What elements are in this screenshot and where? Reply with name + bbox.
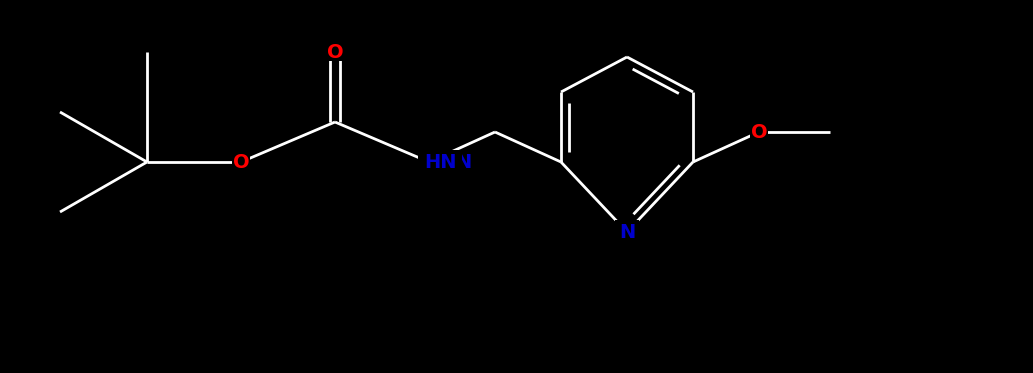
Text: O: O — [232, 153, 249, 172]
Bar — [750, 123, 768, 141]
Text: N: N — [619, 223, 635, 241]
Bar — [232, 153, 250, 171]
Text: O: O — [326, 43, 343, 62]
Bar — [326, 43, 344, 61]
Text: O: O — [232, 153, 249, 172]
Text: N: N — [455, 153, 471, 172]
Text: HN: HN — [424, 153, 457, 172]
Text: O: O — [326, 43, 343, 62]
Text: O: O — [751, 122, 768, 141]
Text: O: O — [751, 122, 768, 141]
Bar — [418, 150, 462, 174]
Text: N: N — [619, 223, 635, 241]
Text: H: H — [420, 153, 437, 172]
Bar — [615, 220, 639, 244]
